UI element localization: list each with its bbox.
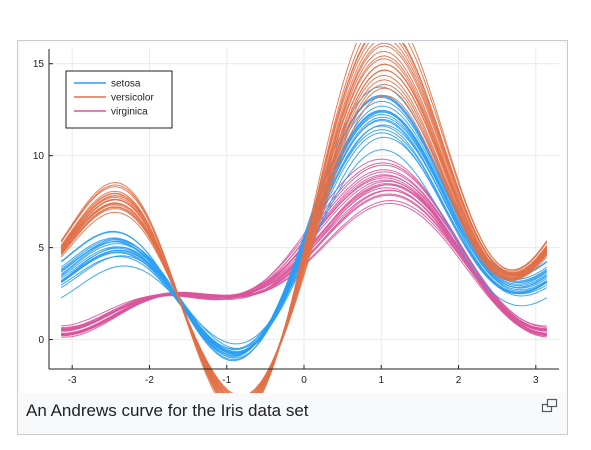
legend-label-virginica: virginica <box>111 107 148 118</box>
figure-caption: An Andrews curve for the Iris data set <box>26 401 309 420</box>
x-tick-label: -1 <box>222 375 231 386</box>
x-tick-label: -2 <box>145 375 154 386</box>
andrews-curve-versicolor <box>60 32 548 411</box>
y-tick-label: 10 <box>33 151 45 162</box>
x-tick-label: -3 <box>68 375 77 386</box>
x-tick-label: 0 <box>301 375 307 386</box>
magnify-clip-icon[interactable] <box>541 398 561 414</box>
y-tick-label: 5 <box>38 243 44 254</box>
legend-box <box>65 70 173 129</box>
curves-group <box>60 7 548 419</box>
andrews-curve-versicolor <box>60 87 548 399</box>
y-tick-label: 15 <box>33 59 45 70</box>
x-tick-label: 2 <box>456 375 462 386</box>
legend-label-setosa: setosa <box>111 79 141 90</box>
series-versicolor <box>60 7 548 419</box>
andrews-curve-chart: -3 -2 -1 0 1 2 3 0 5 10 15 setosa versicolor virgini… <box>33 7 559 419</box>
figure-thumbnail: -3 -2 -1 0 1 2 3 0 5 10 15 setosa versicolor virgini… <box>17 7 568 435</box>
x-tick-label: 3 <box>533 375 539 386</box>
andrews-curve-versicolor <box>60 74 548 402</box>
x-tick-label: 1 <box>378 375 384 386</box>
andrews-curve-versicolor <box>60 50 548 407</box>
legend-label-versicolor: versicolor <box>111 93 154 104</box>
axes-frame <box>48 49 559 370</box>
andrews-curve-versicolor <box>60 63 548 404</box>
chart-area: -3 -2 -1 0 1 2 3 0 5 10 15 setosa versicolor virgini… <box>20 7 565 419</box>
enlarge-icon[interactable] <box>541 398 561 414</box>
andrews-curve-versicolor <box>60 83 548 398</box>
legend: setosa versicolor virginica <box>65 70 173 129</box>
andrews-curve-versicolor <box>60 7 548 419</box>
tick-labels: -3 -2 -1 0 1 2 3 0 5 10 15 <box>33 59 539 386</box>
y-tick-label: 0 <box>38 335 44 346</box>
